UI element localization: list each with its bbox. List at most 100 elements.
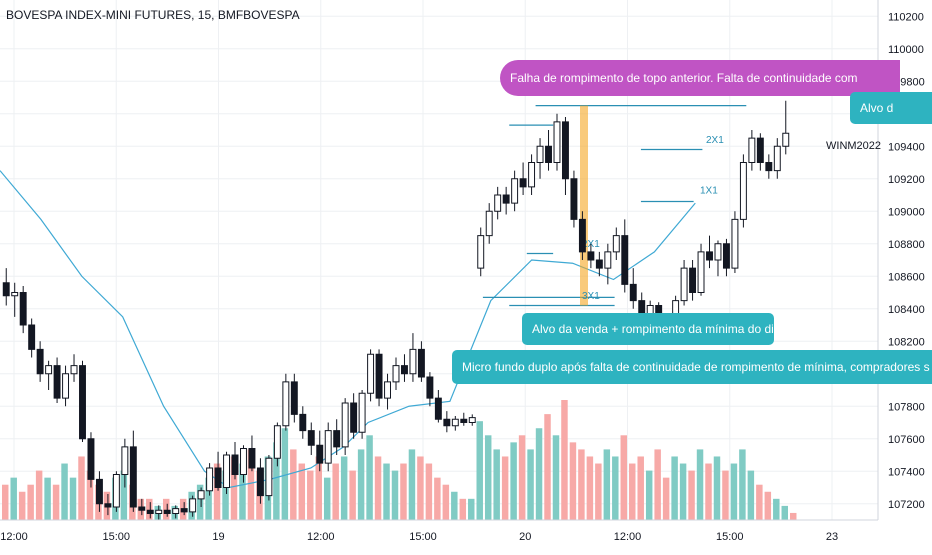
candle-body [384, 381, 391, 399]
candle-body [341, 402, 349, 448]
candle-body [731, 218, 739, 269]
volume-bar [349, 470, 356, 520]
volume-bar [196, 484, 204, 520]
volume-bar [662, 477, 670, 520]
volume-bar [383, 463, 390, 520]
volume-bar [425, 463, 433, 520]
annotation-sell-target-text: Alvo da venda + rompimento da mínima do … [532, 322, 774, 336]
candle-body [95, 478, 103, 505]
candle-body [70, 365, 78, 375]
volume-bar [44, 477, 51, 520]
candle-body [578, 218, 586, 253]
volume-bar [86, 470, 94, 520]
candle-body [621, 235, 629, 285]
annotation-purple[interactable]: Falha de rompimento de topo anterior. Fa… [500, 60, 900, 96]
annotation-purple-text: Falha de rompimento de topo anterior. Fa… [510, 71, 858, 85]
volume-bar [535, 428, 543, 520]
volume-bar [323, 477, 331, 520]
volume-bar [366, 435, 373, 520]
candle-body [570, 178, 578, 220]
candle-body [604, 251, 612, 269]
candle-body [53, 365, 61, 399]
candle-body [765, 162, 773, 172]
volume-bar [298, 463, 306, 520]
candle-body [2, 282, 10, 297]
candle-body [265, 457, 273, 497]
candle-body [273, 425, 281, 459]
volume-bar [315, 456, 322, 520]
candle-body [367, 353, 375, 394]
candle-body [409, 348, 417, 375]
candle-body [689, 267, 697, 293]
volume-bar [595, 463, 602, 520]
candle-body [240, 448, 247, 475]
candle-body [511, 178, 519, 204]
candle-body [155, 509, 163, 514]
candle-body [180, 508, 188, 513]
candle-body [256, 467, 264, 497]
candle-body [722, 243, 730, 269]
orange-zone [580, 105, 588, 306]
level-label: 3X1 [582, 291, 600, 302]
candle-body [443, 418, 451, 427]
volume-bar [222, 470, 229, 520]
volume-bar [586, 456, 594, 520]
candle-body [358, 392, 366, 433]
level-label: 1X1 [700, 185, 718, 196]
volume-bar [764, 491, 772, 520]
volume-bar [120, 470, 128, 520]
candles-layer [2, 100, 790, 520]
candle-body [545, 145, 552, 163]
volume-bar [400, 463, 407, 520]
candle-body [36, 348, 44, 375]
annotation-sell-target[interactable]: Alvo da venda + rompimento da mínima do … [522, 313, 774, 345]
volume-bar [451, 491, 458, 520]
candle-body [299, 413, 307, 432]
candle-body [138, 506, 146, 511]
candle-body [680, 267, 688, 302]
volume-bar [518, 435, 526, 520]
volume-bar [307, 470, 314, 520]
volume-bar [2, 484, 9, 520]
annotation-micro-bottom-text: Micro fundo duplo após falta de continui… [462, 360, 930, 374]
candle-body [773, 145, 781, 172]
volume-bar [645, 470, 653, 520]
y-tick-label: 108800 [888, 239, 925, 251]
volume-bar [484, 435, 492, 520]
x-tick-label: 20 [519, 531, 531, 543]
volume-bar [671, 456, 678, 520]
candle-body [477, 235, 485, 269]
candle-body [112, 474, 120, 508]
candle-body [172, 508, 180, 514]
volume-bar [544, 414, 551, 520]
candle-body [714, 243, 722, 261]
candle-body [290, 381, 298, 415]
candle-body [460, 418, 468, 423]
candle-body [163, 509, 171, 514]
y-tick-label: 108200 [888, 336, 925, 348]
chart-title: BOVESPA INDEX-MINI FUTURES, 15, BMFBOVES… [6, 8, 300, 22]
volume-bar [213, 463, 221, 520]
x-tick-label: 12:00 [614, 531, 642, 543]
volume-layer [2, 400, 797, 520]
symbol-label: WINM2022 [826, 140, 882, 152]
annotation-micro-bottom[interactable]: Micro fundo duplo após falta de continui… [452, 350, 932, 384]
volume-bar [61, 463, 68, 520]
candle-body [612, 235, 620, 253]
volume-bar [273, 442, 280, 520]
y-tick-label: 110200 [888, 11, 924, 23]
volume-bar [332, 463, 339, 520]
candle-body [426, 376, 434, 399]
y-tick-label: 107200 [888, 499, 925, 511]
candle-body [629, 283, 637, 302]
volume-bar [730, 463, 738, 520]
volume-bar [78, 456, 85, 520]
candle-body [782, 132, 790, 147]
candle-body [756, 137, 764, 163]
volume-bar [552, 435, 560, 520]
annotation-top-target[interactable]: Alvo d [850, 92, 932, 124]
x-tick-label: 15:00 [716, 531, 744, 543]
candle-body [282, 381, 290, 427]
candle-body [129, 446, 137, 508]
